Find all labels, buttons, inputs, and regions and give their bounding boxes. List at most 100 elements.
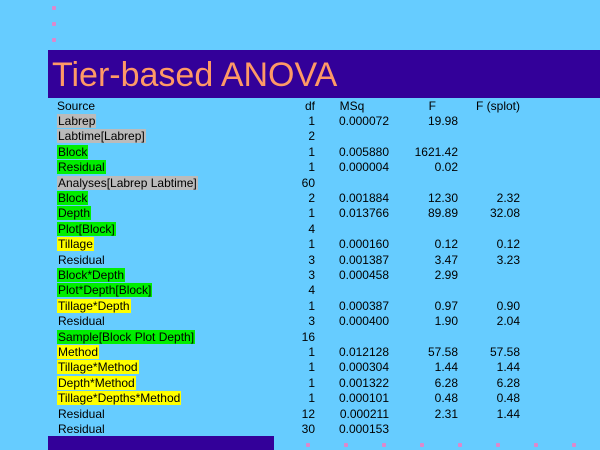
f-cell: 0.12 <box>434 237 458 252</box>
source-cell: Tillage*Method <box>57 360 257 375</box>
df-cell: 1 <box>308 160 315 175</box>
df-cell: 1 <box>308 298 315 313</box>
table-row: Plot*Depth[Block] 4 <box>57 283 520 298</box>
source-label: Residual <box>57 160 106 175</box>
source-cell: Depth <box>57 206 257 221</box>
table-row: Labtime[Labrep] 2 <box>57 129 520 144</box>
f-splot-cell <box>458 113 520 128</box>
df-cell: 4 <box>308 221 315 236</box>
source-cell: Block <box>57 144 257 159</box>
df-cell: 4 <box>308 283 315 298</box>
f-splot-cell <box>458 129 520 144</box>
source-label: Residual <box>58 314 105 329</box>
f-splot-cell: 32.08 <box>489 206 520 221</box>
f-splot-cell: 57.58 <box>489 344 520 359</box>
anova-body: Labrep 1 0.000072 19.98 Labtime[Labrep] 2 Bloc… <box>57 113 520 436</box>
f-splot-cell: 0.48 <box>496 391 520 406</box>
source-cell: Residual <box>57 421 257 436</box>
msq-cell: 0.005880 <box>338 144 389 159</box>
f-splot-cell <box>458 221 520 236</box>
source-label: Labrep <box>57 114 97 129</box>
f-cell: 89.89 <box>427 206 458 221</box>
f-splot-cell <box>458 144 520 159</box>
f-cell: 2.31 <box>434 406 458 421</box>
df-cell: 16 <box>301 329 315 344</box>
f-splot-cell <box>458 160 520 175</box>
source-label: Method <box>57 344 100 359</box>
source-label: Labtime[Labrep] <box>57 129 146 144</box>
source-cell: Tillage*Depths*Method <box>57 390 257 406</box>
table-row: Residual 1 0.000004 0.02 <box>57 160 520 175</box>
source-label: Analyses[Labrep Labtime] <box>57 175 198 190</box>
source-cell: Block*Depth <box>57 267 257 282</box>
f-splot-cell: 0.90 <box>496 298 520 313</box>
msq-cell <box>315 175 389 190</box>
source-label: Tillage*Method <box>57 360 139 375</box>
source-cell: Tillage*Depth <box>57 298 257 313</box>
source-label: Tillage <box>57 237 94 252</box>
table-row: Plot[Block] 4 <box>57 221 520 236</box>
f-splot-cell: 0.12 <box>496 237 520 252</box>
msq-cell: 0.000072 <box>338 114 389 129</box>
f-splot-cell: 2.04 <box>496 314 520 329</box>
source-label: Residual <box>58 406 105 421</box>
df-cell: 1 <box>308 114 315 129</box>
msq-cell: 0.001884 <box>338 191 389 206</box>
table-row: Residual 3 0.001387 3.47 3.23 <box>57 252 520 267</box>
source-label: Block*Depth <box>57 267 126 282</box>
msq-cell <box>315 129 389 144</box>
f-cell: 57.58 <box>427 344 458 359</box>
df-cell: 30 <box>301 421 315 436</box>
source-cell: Residual <box>57 313 257 328</box>
f-cell: 19.98 <box>427 114 458 129</box>
f-cell: 6.28 <box>434 375 458 390</box>
f-cell: 12.30 <box>427 191 458 206</box>
source-label: Residual <box>58 421 105 436</box>
table-row: Residual 12 0.000211 2.31 1.44 <box>57 406 520 421</box>
f-splot-cell: 1.44 <box>496 360 520 375</box>
msq-cell: 0.000160 <box>338 237 389 252</box>
f-splot-cell <box>458 421 520 436</box>
f-cell <box>389 329 458 344</box>
msq-cell: 0.013766 <box>338 206 389 221</box>
f-cell: 0.97 <box>434 298 458 313</box>
source-cell: Labtime[Labrep] <box>57 129 257 144</box>
f-splot-cell: 2.32 <box>496 191 520 206</box>
source-label: Depth <box>57 206 92 221</box>
df-cell: 1 <box>308 391 315 406</box>
f-cell: 1.90 <box>434 314 458 329</box>
df-cell: 1 <box>308 144 315 159</box>
anova-table: Source df MSq F F (splot) Labrep 1 0.00007… <box>57 98 520 437</box>
table-row: Tillage*Depth 1 0.000387 0.97 0.90 <box>57 298 520 313</box>
msq-cell <box>315 221 389 236</box>
title-bar: Tier-based ANOVA <box>48 50 600 98</box>
table-header-row: Source df MSq F F (splot) <box>57 98 520 113</box>
table-row: Residual 3 0.000400 1.90 2.04 <box>57 313 520 328</box>
f-cell: 1.44 <box>434 360 458 375</box>
df-cell: 2 <box>308 129 315 144</box>
table-row: Block 2 0.001884 12.30 2.32 <box>57 190 520 206</box>
msq-cell <box>315 329 389 344</box>
source-label: Tillage*Depth <box>57 298 131 313</box>
f-splot-cell <box>458 329 520 344</box>
msq-cell: 0.000211 <box>339 406 389 421</box>
f-cell <box>389 221 458 236</box>
header-df: df <box>304 98 315 113</box>
f-cell: 3.47 <box>434 252 458 267</box>
table-row: Depth 1 0.013766 89.89 32.08 <box>57 206 520 221</box>
source-label: Tillage*Depths*Method <box>57 391 182 406</box>
table-row: Method 1 0.012128 57.58 57.58 <box>57 344 520 359</box>
df-cell: 1 <box>308 237 315 252</box>
f-splot-cell: 1.44 <box>496 406 520 421</box>
f-cell: 0.48 <box>434 391 458 406</box>
table-row: Tillage 1 0.000160 0.12 0.12 <box>57 237 520 252</box>
source-cell: Plot[Block] <box>57 221 257 236</box>
source-cell: Tillage <box>57 237 257 252</box>
f-splot-cell <box>458 283 520 298</box>
header-f: F <box>428 98 436 113</box>
source-label: Plot[Block] <box>57 221 116 236</box>
msq-cell: 0.000153 <box>338 421 389 436</box>
f-cell: 0.02 <box>434 160 458 175</box>
table-row: Tillage*Method 1 0.000304 1.44 1.44 <box>57 360 520 375</box>
source-cell: Residual <box>57 252 257 267</box>
